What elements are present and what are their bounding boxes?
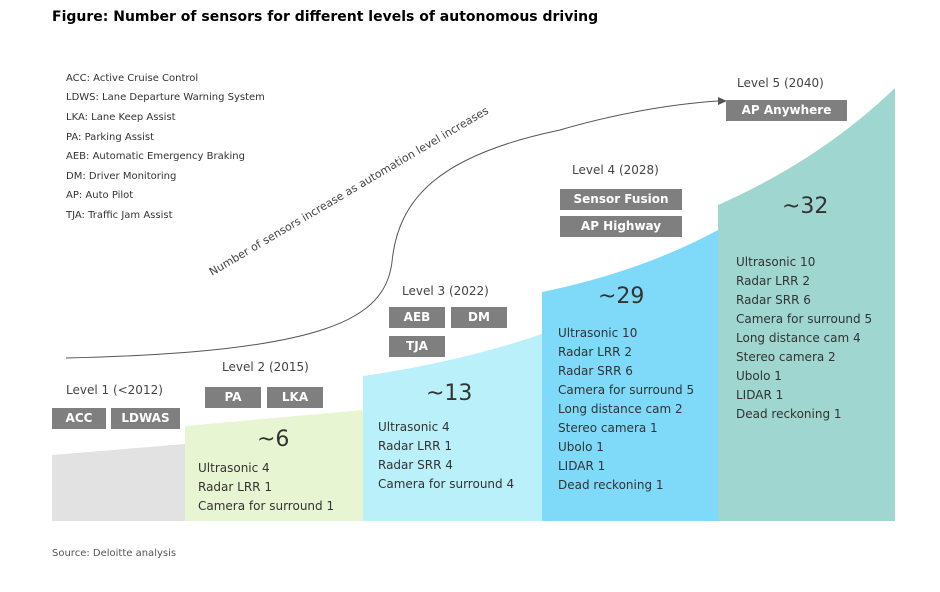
level-3-tag-aeb: AEB [389, 307, 445, 328]
figure-title: Figure: Number of sensors for different … [52, 9, 599, 25]
level-3-sensor-list: Ultrasonic 4 Radar LRR 1 Radar SRR 4 Cam… [378, 418, 514, 494]
level-5-sensor-count: ~32 [782, 194, 829, 219]
legend-item-dm: DM: Driver Monitoring [66, 171, 177, 182]
sensor-item: Long distance cam 4 [736, 331, 861, 345]
sensor-item: Long distance cam 2 [558, 402, 683, 416]
level-5-sensor-list: Ultrasonic 10 Radar LRR 2 Radar SRR 6 Ca… [736, 253, 872, 424]
sensor-item: Radar SRR 4 [378, 458, 453, 472]
level-3-area [363, 334, 542, 521]
level-4-sensor-list: Ultrasonic 10 Radar LRR 2 Radar SRR 6 Ca… [558, 324, 694, 495]
sensor-item: Stereo camera 1 [558, 421, 658, 435]
sensor-item: Dead reckoning 1 [736, 407, 842, 421]
sensor-item: Radar LRR 2 [558, 345, 632, 359]
level-3-sensor-count: ~13 [426, 381, 473, 406]
level-5-label: Level 5 (2040) [737, 76, 824, 90]
sensor-item: Radar LRR 1 [198, 480, 272, 494]
level-1-tag-ldwas: LDWAS [111, 408, 180, 429]
legend-item-pa: PA: Parking Assist [66, 132, 155, 143]
level-4-tag-sensor-fusion: Sensor Fusion [560, 189, 682, 210]
growth-arrow-text: Number of sensors increase as automation… [207, 104, 491, 279]
sensor-item: Radar LRR 2 [736, 274, 810, 288]
level-2-tag-lka: LKA [267, 387, 323, 408]
level-2-sensor-list: Ultrasonic 4 Radar LRR 1 Camera for surr… [198, 459, 334, 516]
level-4-area [542, 230, 718, 521]
sensor-item: LIDAR 1 [558, 459, 606, 473]
level-1-label: Level 1 (<2012) [66, 383, 163, 397]
growth-arrow-head [718, 97, 727, 105]
legend-item-ldws: LDWS: Lane Departure Warning System [66, 92, 265, 103]
legend-item-acc: ACC: Active Cruise Control [66, 73, 199, 84]
sensor-item: Dead reckoning 1 [558, 478, 664, 492]
sensor-item: Ubolo 1 [558, 440, 604, 454]
source-note: Source: Deloitte analysis [52, 548, 177, 559]
sensor-item: Camera for surround 5 [736, 312, 873, 326]
level-4-tag-ap-highway: AP Highway [560, 216, 682, 237]
sensor-item: LIDAR 1 [736, 388, 784, 402]
growth-arrow-curve [65, 100, 719, 359]
legend-item-tja: TJA: Traffic Jam Assist [66, 210, 173, 221]
legend-item-ap: AP: Auto Pilot [66, 190, 134, 201]
sensor-item: Camera for surround 5 [558, 383, 695, 397]
level-2-tag-pa: PA [205, 387, 261, 408]
sensor-item: Ubolo 1 [736, 369, 782, 383]
sensor-item: Ultrasonic 10 [736, 255, 816, 269]
level-4-label: Level 4 (2028) [572, 163, 659, 177]
level-3-tag-dm: DM [451, 307, 507, 328]
sensor-item: Camera for surround 1 [198, 499, 335, 513]
sensor-item: Ultrasonic 10 [558, 326, 638, 340]
sensor-item: Ultrasonic 4 [378, 420, 450, 434]
level-3-tag-tja: TJA [389, 336, 445, 357]
sensor-item: Radar SRR 6 [558, 364, 633, 378]
level-3-label: Level 3 (2022) [402, 284, 489, 298]
level-5-tag-ap-anywhere: AP Anywhere [726, 100, 847, 121]
level-5-area [718, 88, 895, 521]
sensor-item: Radar SRR 6 [736, 293, 811, 307]
sensor-item: Camera for surround 4 [378, 477, 515, 491]
sensor-item: Stereo camera 2 [736, 350, 836, 364]
legend-item-lka: LKA: Lane Keep Assist [66, 112, 176, 123]
level-2-area [185, 410, 363, 521]
legend-item-aeb: AEB: Automatic Emergency Braking [66, 151, 245, 162]
level-4-sensor-count: ~29 [598, 284, 645, 309]
level-2-sensor-count: ~6 [257, 427, 290, 452]
level-1-area [52, 444, 185, 521]
sensor-item: Radar LRR 1 [378, 439, 452, 453]
level-1-tag-acc: ACC [52, 408, 106, 429]
sensor-item: Ultrasonic 4 [198, 461, 270, 475]
level-2-label: Level 2 (2015) [222, 360, 309, 374]
